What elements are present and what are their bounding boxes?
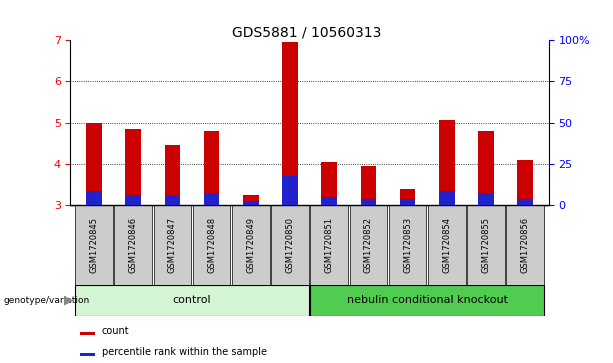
Bar <box>192 205 230 285</box>
Bar <box>506 205 544 285</box>
Bar <box>282 176 298 205</box>
Bar <box>126 129 141 205</box>
Text: ▶: ▶ <box>64 294 74 307</box>
Bar <box>389 205 427 285</box>
Bar <box>349 205 387 285</box>
Bar <box>243 201 259 205</box>
Text: count: count <box>102 326 129 336</box>
Bar <box>310 205 348 285</box>
Bar <box>478 193 493 205</box>
Bar <box>204 193 219 205</box>
Bar <box>80 353 94 356</box>
Bar <box>400 199 416 205</box>
Text: GSM1720846: GSM1720846 <box>129 217 138 273</box>
Bar <box>467 205 504 285</box>
Bar <box>126 195 141 205</box>
Bar <box>517 160 533 205</box>
Text: GSM1720856: GSM1720856 <box>520 217 530 273</box>
Bar <box>204 131 219 205</box>
Text: GSM1720848: GSM1720848 <box>207 217 216 273</box>
Bar <box>282 42 298 205</box>
Text: genotype/variation: genotype/variation <box>3 296 89 305</box>
Text: control: control <box>173 295 211 305</box>
Bar <box>321 162 337 205</box>
Text: GSM1720854: GSM1720854 <box>442 217 451 273</box>
Bar <box>478 131 493 205</box>
Bar <box>517 199 533 205</box>
Bar <box>164 195 180 205</box>
Bar <box>164 145 180 205</box>
Text: GSM1720849: GSM1720849 <box>246 217 255 273</box>
Bar <box>86 122 102 205</box>
Text: GSM1720852: GSM1720852 <box>364 217 373 273</box>
Bar <box>232 205 270 285</box>
Bar <box>154 205 191 285</box>
Bar <box>86 191 102 205</box>
Text: percentile rank within the sample: percentile rank within the sample <box>102 347 267 357</box>
Bar <box>439 191 455 205</box>
Bar <box>75 285 309 316</box>
Bar <box>310 285 544 316</box>
Bar <box>271 205 309 285</box>
Bar <box>80 332 94 335</box>
Bar <box>321 197 337 205</box>
Bar <box>400 188 416 205</box>
Text: GSM1720855: GSM1720855 <box>481 217 490 273</box>
Bar <box>360 199 376 205</box>
Text: GSM1720845: GSM1720845 <box>89 217 99 273</box>
Bar <box>115 205 152 285</box>
Bar <box>75 205 113 285</box>
Text: GSM1720853: GSM1720853 <box>403 217 412 273</box>
Bar <box>243 195 259 205</box>
Bar <box>439 121 455 205</box>
Text: GSM1720850: GSM1720850 <box>286 217 294 273</box>
Bar <box>428 205 465 285</box>
Text: nebulin conditional knockout: nebulin conditional knockout <box>346 295 508 305</box>
Text: GDS5881 / 10560313: GDS5881 / 10560313 <box>232 25 381 40</box>
Bar <box>360 166 376 205</box>
Text: GSM1720847: GSM1720847 <box>168 217 177 273</box>
Text: GSM1720851: GSM1720851 <box>325 217 333 273</box>
